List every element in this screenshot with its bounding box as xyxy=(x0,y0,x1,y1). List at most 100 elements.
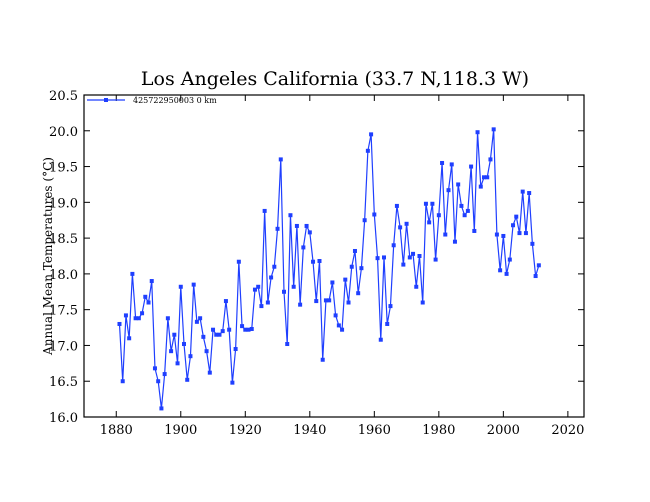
data-point xyxy=(440,160,445,165)
x-tick-label: 1880 xyxy=(100,423,133,438)
data-point xyxy=(523,231,528,236)
legend-label: 425722950003 0 km xyxy=(133,96,217,105)
data-point xyxy=(365,148,370,153)
y-tick-label: 17.5 xyxy=(49,304,78,319)
data-point xyxy=(488,157,493,162)
data-point xyxy=(282,289,286,294)
data-point xyxy=(427,220,432,225)
data-point xyxy=(504,271,509,276)
data-point xyxy=(298,302,303,307)
data-point xyxy=(469,164,474,169)
data-point xyxy=(362,218,367,223)
data-point xyxy=(269,275,274,280)
data-point xyxy=(423,201,428,206)
data-point xyxy=(414,284,419,289)
data-point xyxy=(143,294,148,299)
data-point xyxy=(533,274,538,279)
data-point xyxy=(156,379,161,384)
data-point xyxy=(352,248,357,253)
data-point xyxy=(388,304,393,309)
data-point xyxy=(491,127,496,132)
x-tick-label: 1920 xyxy=(229,423,262,438)
data-point xyxy=(265,300,270,305)
x-tick-label: 1940 xyxy=(293,423,326,438)
data-point xyxy=(327,298,332,303)
data-point xyxy=(433,257,438,262)
data-point xyxy=(530,241,535,246)
data-point xyxy=(356,291,361,296)
data-point xyxy=(275,226,280,231)
data-point xyxy=(462,213,467,218)
data-point xyxy=(169,349,174,354)
x-tick-label: 1980 xyxy=(422,423,455,438)
series-line xyxy=(118,129,540,409)
data-point xyxy=(159,406,164,411)
data-point xyxy=(162,372,167,377)
data-point xyxy=(272,264,277,269)
data-point xyxy=(430,201,435,206)
data-point xyxy=(478,184,483,189)
data-point xyxy=(391,243,396,248)
data-point xyxy=(262,208,267,213)
data-point xyxy=(404,221,409,226)
y-tick-label: 20.0 xyxy=(49,125,78,140)
data-point xyxy=(291,284,296,289)
data-point xyxy=(223,299,228,304)
data-point xyxy=(436,213,441,218)
data-point xyxy=(204,349,209,354)
data-point xyxy=(301,245,306,250)
x-tick-label: 1960 xyxy=(358,423,391,438)
x-tick-label: 2020 xyxy=(551,423,584,438)
data-point xyxy=(149,279,154,284)
data-point xyxy=(165,316,170,321)
data-point xyxy=(475,130,480,135)
y-tick-label: 19.5 xyxy=(49,161,78,176)
data-point xyxy=(201,334,206,339)
data-point xyxy=(207,370,212,375)
y-tick-label: 18.5 xyxy=(49,232,78,247)
data-point xyxy=(340,327,345,332)
data-point xyxy=(294,223,299,228)
y-axis-label: Annual Mean Temperatures (°C) xyxy=(41,157,55,356)
data-point xyxy=(330,280,335,285)
data-point xyxy=(185,377,190,382)
data-point xyxy=(285,342,290,347)
y-tick-label: 20.5 xyxy=(49,89,78,104)
data-point xyxy=(465,208,470,213)
chart-title: Los Angeles California (33.7 N,118.3 W) xyxy=(141,68,529,90)
data-point xyxy=(369,132,374,137)
data-point xyxy=(411,251,416,256)
data-point xyxy=(259,304,264,309)
data-point xyxy=(336,323,341,328)
data-point xyxy=(211,327,216,332)
data-point xyxy=(517,231,522,236)
plot-frame xyxy=(83,94,585,418)
data-point xyxy=(127,336,132,341)
y-tick-label: 16.0 xyxy=(49,411,78,426)
data-point xyxy=(252,287,257,292)
data-point xyxy=(182,342,186,347)
data-point xyxy=(459,203,464,208)
data-point xyxy=(133,316,138,321)
x-tick-label: 2000 xyxy=(487,423,520,438)
data-point xyxy=(136,316,141,321)
data-point xyxy=(382,255,386,260)
data-point xyxy=(278,157,283,162)
data-point xyxy=(304,223,309,228)
data-point xyxy=(240,324,245,329)
data-point xyxy=(520,189,525,194)
data-point xyxy=(452,239,457,244)
x-tick-label: 1900 xyxy=(164,423,197,438)
data-point xyxy=(314,299,319,304)
data-point xyxy=(249,326,254,331)
data-point xyxy=(227,327,232,332)
data-point xyxy=(482,175,486,180)
data-point xyxy=(217,332,222,337)
data-point xyxy=(401,262,406,267)
data-point xyxy=(246,327,251,332)
data-point xyxy=(243,327,248,332)
data-point xyxy=(140,311,145,316)
data-point xyxy=(188,354,193,359)
data-point xyxy=(449,162,454,167)
